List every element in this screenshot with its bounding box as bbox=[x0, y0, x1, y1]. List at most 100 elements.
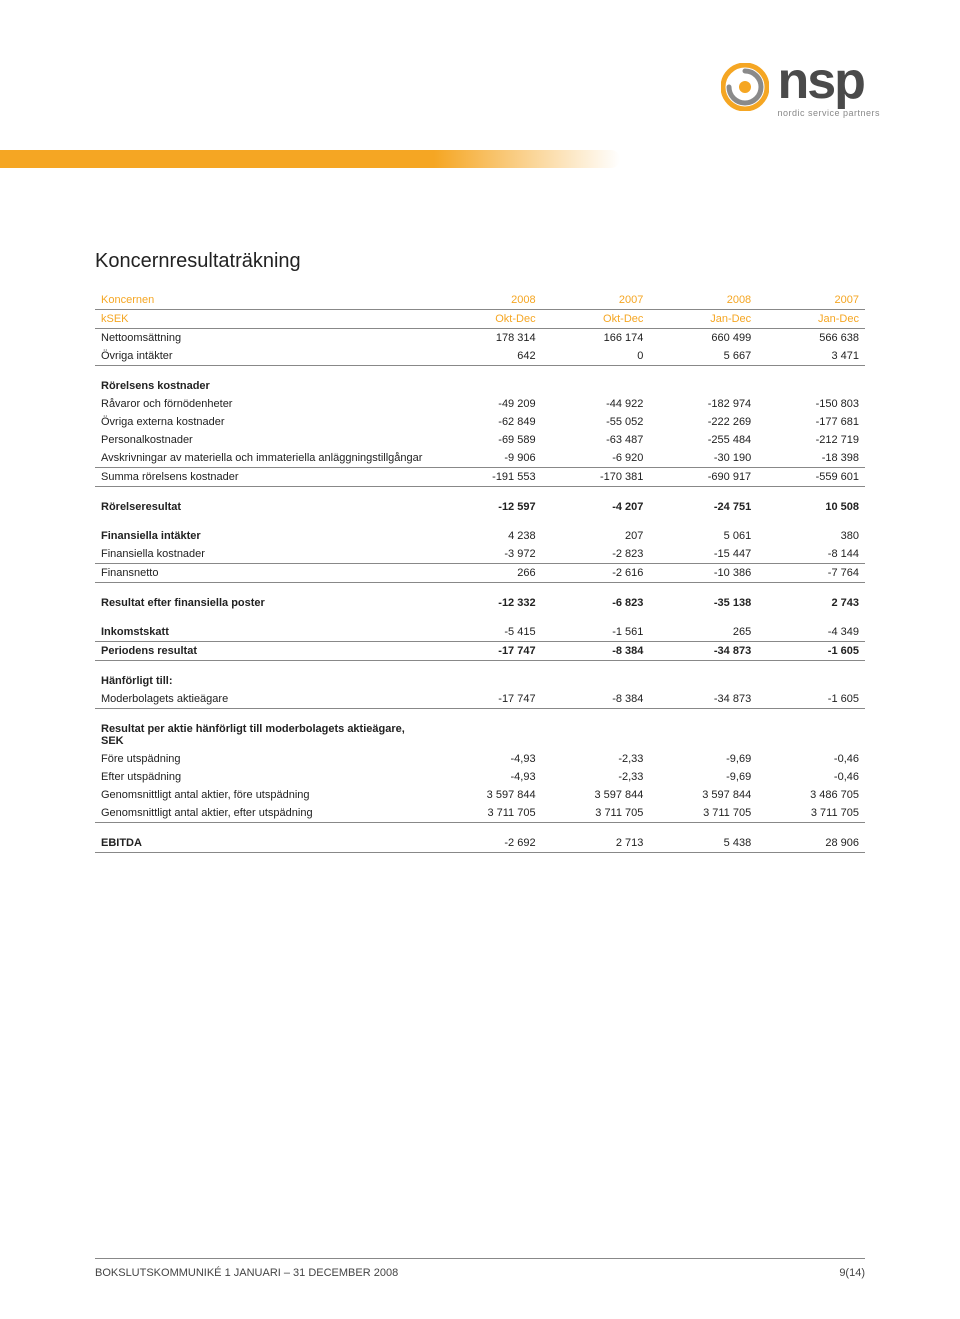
row-value: -7 764 bbox=[757, 564, 865, 583]
row-label: Övriga intäkter bbox=[95, 347, 434, 366]
row-value: 0 bbox=[542, 347, 650, 366]
page-title: Koncernresultaträkning bbox=[95, 250, 865, 273]
content: Koncernresultaträkning Koncernen 2008 20… bbox=[0, 0, 960, 853]
row-value: 3 711 705 bbox=[649, 804, 757, 823]
page: nsp nordic service partners Koncernresul… bbox=[0, 0, 960, 1319]
row-value: -5 415 bbox=[434, 612, 542, 642]
row-value: -4,93 bbox=[434, 750, 542, 768]
table-body: Nettoomsättning178 314166 174660 499566 … bbox=[95, 329, 865, 853]
row-value: 3 486 705 bbox=[757, 786, 865, 804]
row-value: 4 238 bbox=[434, 516, 542, 545]
row-value: -15 447 bbox=[649, 545, 757, 564]
hdr-cell: Koncernen bbox=[95, 291, 434, 310]
table-row: Summa rörelsens kostnader-191 553-170 38… bbox=[95, 468, 865, 487]
row-value bbox=[434, 661, 542, 691]
row-value: -49 209 bbox=[434, 395, 542, 413]
table-row: Finansnetto266-2 616-10 386-7 764 bbox=[95, 564, 865, 583]
row-label: Summa rörelsens kostnader bbox=[95, 468, 434, 487]
table-row: Finansiella kostnader-3 972-2 823-15 447… bbox=[95, 545, 865, 564]
row-value: -170 381 bbox=[542, 468, 650, 487]
row-label: Resultat per aktie hänförligt till moder… bbox=[95, 709, 434, 751]
row-label: Genomsnittligt antal aktier, före utspäd… bbox=[95, 786, 434, 804]
row-value bbox=[757, 661, 865, 691]
table-row: Moderbolagets aktieägare-17 747-8 384-34… bbox=[95, 690, 865, 709]
row-value: 3 597 844 bbox=[542, 786, 650, 804]
row-value: -62 849 bbox=[434, 413, 542, 431]
row-value: -44 922 bbox=[542, 395, 650, 413]
row-value: 3 471 bbox=[757, 347, 865, 366]
row-value bbox=[757, 709, 865, 751]
hdr-cell: Jan-Dec bbox=[757, 310, 865, 329]
row-label: Moderbolagets aktieägare bbox=[95, 690, 434, 709]
table-row: Personalkostnader-69 589-63 487-255 484-… bbox=[95, 431, 865, 449]
row-value: 566 638 bbox=[757, 329, 865, 348]
row-value: -212 719 bbox=[757, 431, 865, 449]
row-value bbox=[542, 366, 650, 396]
row-label: Nettoomsättning bbox=[95, 329, 434, 348]
row-label: Övriga externa kostnader bbox=[95, 413, 434, 431]
table-row: Finansiella intäkter4 2382075 061380 bbox=[95, 516, 865, 545]
row-value: -4,93 bbox=[434, 768, 542, 786]
row-value: -30 190 bbox=[649, 449, 757, 468]
row-value: -182 974 bbox=[649, 395, 757, 413]
row-value: -3 972 bbox=[434, 545, 542, 564]
row-value: -1 561 bbox=[542, 612, 650, 642]
row-value: 660 499 bbox=[649, 329, 757, 348]
income-statement-table: Koncernen 2008 2007 2008 2007 kSEK Okt-D… bbox=[95, 291, 865, 853]
table-row: Råvaror och förnödenheter-49 209-44 922-… bbox=[95, 395, 865, 413]
table-header: Koncernen 2008 2007 2008 2007 kSEK Okt-D… bbox=[95, 291, 865, 329]
row-value: -34 873 bbox=[649, 690, 757, 709]
table-row: Inkomstskatt-5 415-1 561265-4 349 bbox=[95, 612, 865, 642]
row-value: -150 803 bbox=[757, 395, 865, 413]
table-row: Rörelsens kostnader bbox=[95, 366, 865, 396]
row-value: -8 384 bbox=[542, 642, 650, 661]
table-row: EBITDA-2 6922 7135 43828 906 bbox=[95, 823, 865, 853]
table-row: Resultat per aktie hänförligt till moder… bbox=[95, 709, 865, 751]
row-value: -12 597 bbox=[434, 487, 542, 517]
row-label: Resultat efter finansiella poster bbox=[95, 583, 434, 613]
table-row: Resultat efter finansiella poster-12 332… bbox=[95, 583, 865, 613]
table-row: Periodens resultat-17 747-8 384-34 873-1… bbox=[95, 642, 865, 661]
row-value: -12 332 bbox=[434, 583, 542, 613]
row-value bbox=[757, 366, 865, 396]
hdr-cell: 2008 bbox=[649, 291, 757, 310]
row-value: -222 269 bbox=[649, 413, 757, 431]
row-value: -34 873 bbox=[649, 642, 757, 661]
row-value: 3 711 705 bbox=[757, 804, 865, 823]
row-label: Finansiella kostnader bbox=[95, 545, 434, 564]
row-label: Avskrivningar av materiella och immateri… bbox=[95, 449, 434, 468]
hdr-cell: 2007 bbox=[542, 291, 650, 310]
row-value: 207 bbox=[542, 516, 650, 545]
row-value: 10 508 bbox=[757, 487, 865, 517]
row-value: -4 207 bbox=[542, 487, 650, 517]
row-value: 642 bbox=[434, 347, 542, 366]
row-value: -18 398 bbox=[757, 449, 865, 468]
header-stripe bbox=[0, 150, 620, 168]
table-row: Före utspädning-4,93-2,33-9,69-0,46 bbox=[95, 750, 865, 768]
table-row: Hänförligt till: bbox=[95, 661, 865, 691]
row-value: 5 061 bbox=[649, 516, 757, 545]
row-value: -2 823 bbox=[542, 545, 650, 564]
row-value: -0,46 bbox=[757, 750, 865, 768]
hdr-cell: 2007 bbox=[757, 291, 865, 310]
row-label: Periodens resultat bbox=[95, 642, 434, 661]
hdr-cell: Jan-Dec bbox=[649, 310, 757, 329]
row-value: -17 747 bbox=[434, 642, 542, 661]
row-value: -9,69 bbox=[649, 750, 757, 768]
logo-tagline: nordic service partners bbox=[777, 109, 880, 118]
footer-right: 9(14) bbox=[839, 1267, 865, 1279]
row-value: -2,33 bbox=[542, 750, 650, 768]
row-value: -2 616 bbox=[542, 564, 650, 583]
row-label: Råvaror och förnödenheter bbox=[95, 395, 434, 413]
row-label: Före utspädning bbox=[95, 750, 434, 768]
row-value: 380 bbox=[757, 516, 865, 545]
row-value: -35 138 bbox=[649, 583, 757, 613]
footer: BOKSLUTSKOMMUNIKÉ 1 JANUARI – 31 DECEMBE… bbox=[95, 1258, 865, 1279]
row-value: 5 667 bbox=[649, 347, 757, 366]
row-value: -8 384 bbox=[542, 690, 650, 709]
row-value bbox=[542, 709, 650, 751]
row-value: -10 386 bbox=[649, 564, 757, 583]
row-value bbox=[649, 661, 757, 691]
logo: nsp nordic service partners bbox=[721, 55, 880, 118]
row-value: -1 605 bbox=[757, 642, 865, 661]
